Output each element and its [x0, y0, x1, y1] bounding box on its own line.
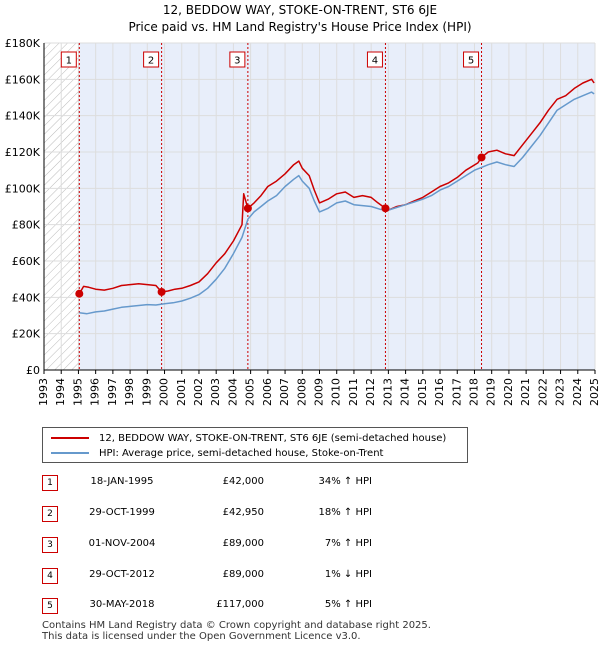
- x-tick-label: 2019: [485, 378, 498, 406]
- x-tick-label: 2001: [175, 378, 188, 406]
- x-tick-label: 1997: [106, 378, 119, 406]
- x-tick-label: 1996: [89, 378, 102, 406]
- x-tick-label: 2005: [244, 378, 257, 406]
- sale-point-marker: [75, 289, 84, 298]
- table-row: 4 29-OCT-2012 £89,000 1% ↓ HPI: [42, 568, 462, 584]
- transaction-price: £89,000: [222, 538, 264, 549]
- x-tick-label: 1999: [140, 378, 153, 406]
- transaction-number: 3: [42, 537, 58, 553]
- x-tick-label: 2025: [588, 378, 600, 406]
- sale-number-box: [143, 51, 160, 68]
- legend-swatch-price: [51, 437, 89, 439]
- sale-number-label: 2: [148, 56, 154, 67]
- x-tick-label: 2002: [192, 378, 205, 406]
- footer-copyright: Contains HM Land Registry data © Crown c…: [42, 620, 431, 631]
- y-tick-label: £140K: [5, 110, 41, 123]
- price-chart: 1 2 3 4 5 £0 £20K £40K £60K £80K £100K £120K £140K £…: [5, 37, 600, 406]
- legend-label-price: 12, BEDDOW WAY, STOKE-ON-TRENT, ST6 6JE …: [99, 432, 447, 444]
- transaction-number: 5: [42, 598, 58, 614]
- x-tick-label: 2004: [226, 378, 239, 406]
- legend-item-hpi: HPI: Average price, semi-detached house,…: [51, 446, 383, 460]
- transaction-hpi: 7% ↑ HPI: [324, 538, 372, 549]
- sale-number-label: 1: [66, 56, 72, 67]
- x-tick-label: 2009: [313, 378, 326, 406]
- footer: Contains HM Land Registry data © Crown c…: [42, 620, 431, 642]
- x-tick-label: 2007: [278, 378, 291, 406]
- sale-number-label: 4: [372, 56, 378, 67]
- legend-label-hpi: HPI: Average price, semi-detached house,…: [99, 447, 384, 459]
- y-tick-label: £160K: [5, 73, 41, 86]
- title-line-1: 12, BEDDOW WAY, STOKE-ON-TRENT, ST6 6JE: [162, 3, 438, 17]
- transaction-date: 30-MAY-2018: [89, 599, 155, 610]
- legend-item-price: 12, BEDDOW WAY, STOKE-ON-TRENT, ST6 6JE …: [51, 431, 446, 445]
- transaction-date: 18-JAN-1995: [90, 476, 154, 487]
- transaction-number: 1: [42, 475, 58, 491]
- sale-number-label: 3: [234, 56, 240, 67]
- x-tick-label: 2017: [450, 378, 463, 406]
- x-tick-label: 2003: [209, 378, 222, 406]
- sale-number-box: [229, 51, 246, 68]
- y-tick-label: £120K: [5, 146, 41, 159]
- table-row: 2 29-OCT-1999 £42,950 18% ↑ HPI: [42, 506, 462, 522]
- sale-number-label: 5: [468, 56, 474, 67]
- x-tick-label: 2006: [261, 378, 274, 406]
- y-tick-label: £20K: [12, 328, 41, 341]
- footer-licence: This data is licensed under the Open Gov…: [42, 631, 361, 642]
- x-tick-label: 1995: [71, 378, 84, 406]
- transaction-price: £117,000: [216, 599, 264, 610]
- y-tick-label: £60K: [12, 255, 41, 268]
- legend-swatch-hpi: [51, 452, 89, 454]
- table-row: 3 01-NOV-2004 £89,000 7% ↑ HPI: [42, 537, 462, 553]
- transaction-date: 29-OCT-2012: [89, 569, 155, 580]
- table-row: 1 18-JAN-1995 £42,000 34% ↑ HPI: [42, 475, 462, 491]
- y-tick-label: £40K: [12, 291, 41, 304]
- y-tick-label: £180K: [5, 37, 41, 50]
- x-tick-label: 2024: [571, 378, 584, 406]
- transaction-date: 29-OCT-1999: [89, 507, 155, 518]
- x-tick-label: 2018: [467, 378, 480, 406]
- transaction-price: £89,000: [222, 569, 264, 580]
- sale-number-box: [366, 51, 383, 68]
- x-tick-label: 2016: [433, 378, 446, 406]
- transaction-hpi: 1% ↓ HPI: [324, 569, 372, 580]
- x-tick-label: 2020: [502, 378, 515, 406]
- x-tick-label: 2000: [158, 378, 171, 406]
- x-tick-label: 2021: [519, 378, 532, 406]
- hpi-line: [79, 91, 595, 315]
- chart-legend: 12, BEDDOW WAY, STOKE-ON-TRENT, ST6 6JE …: [42, 427, 468, 463]
- x-tick-label: 2022: [536, 378, 549, 406]
- sale-point-marker: [477, 153, 486, 162]
- sale-point-marker: [243, 204, 252, 213]
- transaction-date: 01-NOV-2004: [88, 538, 156, 549]
- transaction-number: 4: [42, 568, 58, 584]
- sale-point-marker: [381, 204, 390, 213]
- table-row: 5 30-MAY-2018 £117,000 5% ↑ HPI: [42, 598, 462, 614]
- x-tick-label: 2012: [364, 378, 377, 406]
- x-tick-label: 1998: [123, 378, 136, 406]
- x-tick-label: 2023: [554, 378, 567, 406]
- x-tick-label: 2008: [295, 378, 308, 406]
- y-tick-label: £0: [26, 364, 40, 377]
- transaction-price: £42,950: [222, 507, 264, 518]
- transaction-number: 2: [42, 506, 58, 522]
- chart-title: 12, BEDDOW WAY, STOKE-ON-TRENT, ST6 6JE …: [0, 2, 600, 36]
- y-tick-label: £80K: [12, 219, 41, 232]
- x-tick-label: 1994: [54, 378, 67, 406]
- transaction-hpi: 18% ↑ HPI: [318, 507, 372, 518]
- transaction-hpi: 34% ↑ HPI: [318, 476, 372, 487]
- title-line-2: Price paid vs. HM Land Registry's House …: [128, 20, 472, 34]
- x-tick-label: 2010: [330, 378, 343, 406]
- sale-number-box: [60, 51, 77, 68]
- sale-point-marker: [157, 287, 166, 296]
- x-tick-label: 1993: [37, 378, 50, 406]
- x-tick-label: 2013: [381, 378, 394, 406]
- x-tick-label: 2014: [399, 378, 412, 406]
- x-tick-label: 2015: [416, 378, 429, 406]
- transaction-price: £42,000: [222, 476, 264, 487]
- transaction-hpi: 5% ↑ HPI: [324, 599, 372, 610]
- sale-number-box: [463, 51, 480, 68]
- y-tick-label: £100K: [5, 182, 41, 195]
- x-tick-label: 2011: [347, 378, 360, 406]
